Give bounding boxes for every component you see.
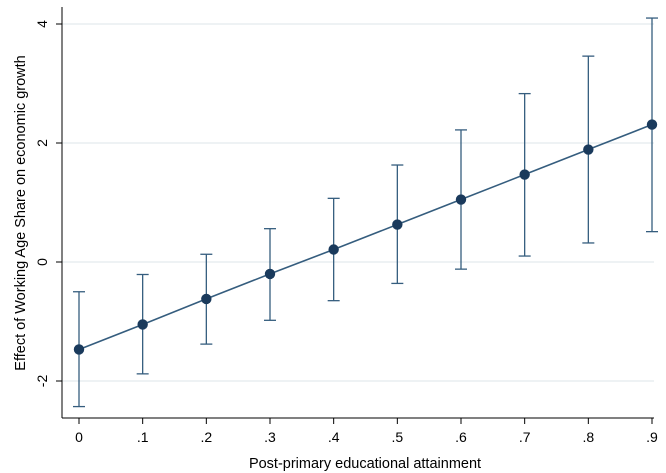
- data-point: [137, 319, 148, 330]
- data-point: [264, 268, 276, 280]
- x-tick-label: .8: [582, 429, 594, 445]
- tick-labels: -2 0 2 4 0 .1 .2 .3 .4 .5 .6 .7 .8 .9: [34, 20, 658, 445]
- data-point: [519, 169, 530, 180]
- x-tick-label: .4: [328, 429, 340, 445]
- data-point: [392, 219, 403, 230]
- estimate-line: [78, 123, 653, 351]
- x-tick-label: .7: [519, 429, 531, 445]
- x-tick-label: .1: [137, 429, 149, 445]
- data-point: [646, 119, 658, 130]
- gridlines: [62, 23, 654, 382]
- y-tick-label: 4: [34, 20, 50, 28]
- x-axis-title: Post-primary educational attainment: [249, 456, 481, 472]
- data-points: [73, 119, 658, 355]
- x-tick-label: .3: [264, 429, 276, 445]
- data-point: [328, 244, 339, 255]
- error-bars: [73, 17, 658, 408]
- y-axis-title: Effect of Working Age Share on economic …: [13, 55, 29, 370]
- x-tick-label: .2: [200, 429, 212, 445]
- y-tick-label: 2: [34, 139, 50, 147]
- y-tick-label: 0: [34, 258, 50, 266]
- data-point: [455, 194, 467, 205]
- data-point: [583, 144, 594, 155]
- series-line: [78, 123, 653, 351]
- x-tick-label: .6: [455, 429, 467, 445]
- y-tick-label: -2: [34, 375, 50, 388]
- x-tick-label: 0: [75, 429, 83, 445]
- axes: [56, 7, 654, 424]
- data-point: [201, 293, 212, 305]
- data-point: [73, 344, 85, 355]
- x-tick-label: .9: [646, 429, 658, 445]
- x-tick-label: .5: [391, 429, 403, 445]
